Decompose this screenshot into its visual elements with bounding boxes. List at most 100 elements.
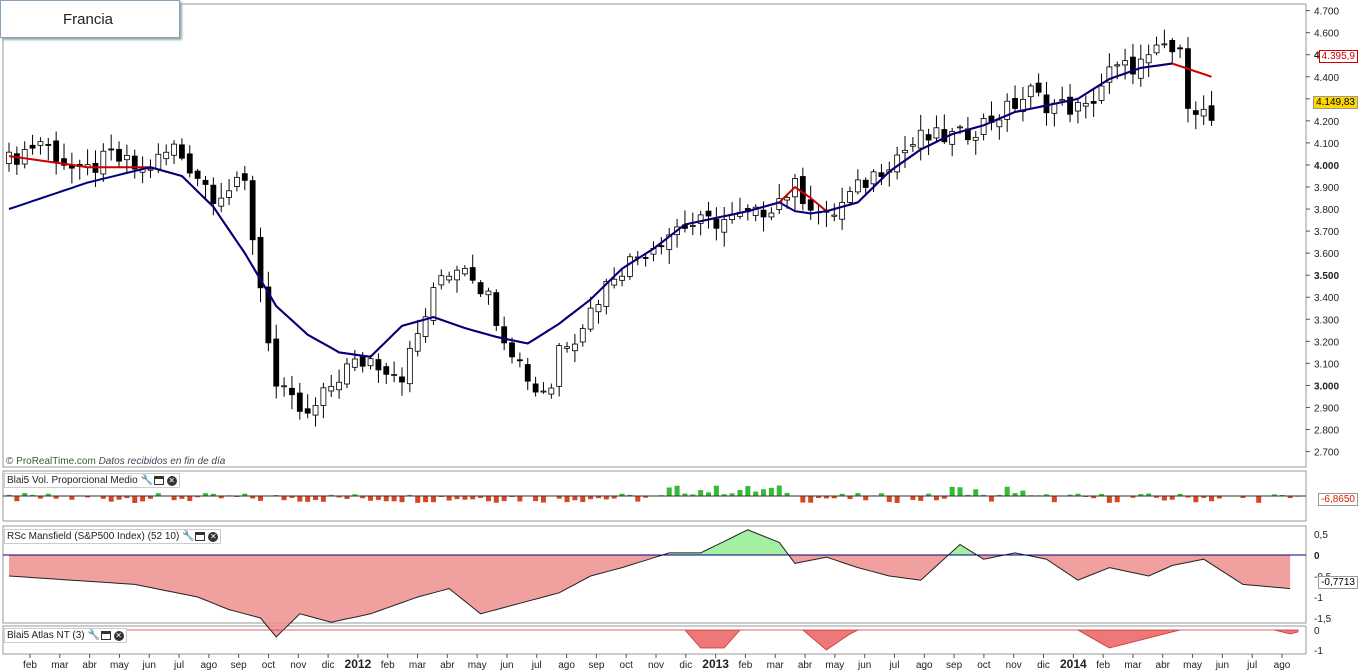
volume-bar	[383, 496, 389, 502]
volume-bar	[941, 496, 947, 499]
volume-bar	[745, 486, 751, 496]
candle-body	[281, 385, 287, 388]
volume-bar	[1114, 496, 1120, 503]
candle-body	[1153, 44, 1160, 54]
candle-body	[909, 144, 916, 147]
x-tick-label: nov	[290, 660, 306, 671]
candle-body	[768, 212, 775, 218]
candle-body	[949, 131, 956, 145]
candle-body	[179, 144, 185, 159]
x-tick-label: mar	[767, 660, 785, 671]
y-tick-label: 4.000	[1314, 161, 1339, 172]
volume-bar	[1209, 496, 1215, 502]
x-tick-label: mar	[51, 660, 69, 671]
window-icon[interactable]	[153, 476, 164, 485]
volume-bar	[360, 496, 366, 499]
x-tick-label: jul	[888, 660, 899, 671]
volume-bar	[1154, 496, 1160, 498]
volume-bar	[147, 496, 153, 499]
volume-bar	[517, 496, 523, 502]
mansfield-tick-label: -1	[1314, 593, 1323, 604]
candle-body	[454, 269, 460, 281]
volume-bar	[839, 493, 845, 496]
close-icon[interactable]: ✕	[166, 475, 177, 486]
candle-body	[273, 338, 280, 387]
wrench-icon[interactable]: 🔧	[87, 629, 101, 641]
x-tick-label: ago	[201, 660, 218, 671]
candle-body	[972, 136, 979, 141]
candle-body	[163, 151, 170, 160]
candle-body	[147, 168, 154, 171]
volume-bar	[855, 493, 861, 496]
candle-body	[21, 149, 28, 165]
volume-bar	[108, 496, 114, 502]
volume-bar	[1138, 494, 1144, 496]
volume-bar	[501, 496, 507, 502]
wrench-icon[interactable]: 🔧	[182, 530, 195, 542]
volume-bar	[753, 491, 759, 496]
volume-bar	[391, 496, 397, 502]
volume-bar	[6, 494, 12, 496]
volume-bar	[847, 496, 853, 499]
volume-bar	[988, 496, 994, 502]
candle-body	[469, 267, 476, 281]
volume-bar	[619, 493, 625, 496]
window-icon[interactable]	[100, 631, 111, 640]
main-panel-frame	[2, 3, 1307, 468]
candle-body	[870, 171, 877, 185]
volume-bar	[493, 496, 499, 503]
candle-body	[642, 257, 649, 259]
wrench-icon[interactable]: 🔧	[140, 474, 154, 486]
volume-bar	[352, 494, 358, 496]
volume-bar	[124, 496, 130, 499]
candle-body	[265, 286, 272, 344]
candle-body	[344, 363, 350, 385]
candle-body	[116, 148, 122, 162]
volume-bar	[713, 485, 719, 496]
candle-body	[579, 328, 586, 343]
candle-body	[1098, 85, 1105, 101]
candle-body	[627, 256, 633, 277]
candle-body	[6, 151, 12, 164]
volume-bar	[454, 496, 460, 500]
mansfield-value-tag: -0,7713	[1318, 576, 1358, 589]
candle-body	[862, 179, 869, 188]
volume-bar	[1091, 496, 1097, 499]
volume-bar	[1287, 496, 1293, 499]
candle-body	[391, 374, 398, 376]
volume-bar	[242, 493, 248, 496]
volume-bar	[1256, 496, 1262, 503]
x-tick-label: oct	[262, 660, 276, 671]
volume-bar	[85, 496, 91, 498]
volume-bar	[981, 494, 987, 496]
x-tick-label: oct	[977, 660, 991, 671]
volume-bar	[627, 494, 633, 496]
candle-body	[186, 153, 193, 174]
x-tick-label: mar	[409, 660, 427, 671]
close-icon[interactable]: ✕	[208, 531, 219, 542]
atlas-tick-label: 0	[1314, 626, 1320, 637]
candle-body	[241, 173, 248, 181]
x-tick-label: abr	[798, 660, 813, 671]
volume-bar	[784, 492, 790, 496]
x-tick-label: nov	[1006, 660, 1022, 671]
candle-body	[202, 179, 209, 185]
candle-body	[61, 158, 67, 166]
candle-body	[336, 381, 343, 391]
close-icon[interactable]: ✕	[113, 630, 124, 641]
volume-bar	[564, 496, 570, 503]
volume-bar	[533, 496, 539, 502]
candle-body	[29, 144, 36, 149]
volume-bar	[1051, 496, 1057, 503]
window-icon[interactable]	[195, 532, 206, 541]
candle-body	[1145, 54, 1152, 64]
candle-body	[1114, 64, 1121, 67]
y-tick-label: 3.600	[1314, 249, 1339, 260]
volume-value-tag: -6,8650	[1318, 493, 1358, 506]
x-tick-label: ago	[916, 660, 933, 671]
volume-bar	[132, 496, 138, 503]
candle-body	[925, 134, 932, 141]
candle-body	[658, 245, 665, 248]
volume-bar	[1075, 493, 1081, 496]
